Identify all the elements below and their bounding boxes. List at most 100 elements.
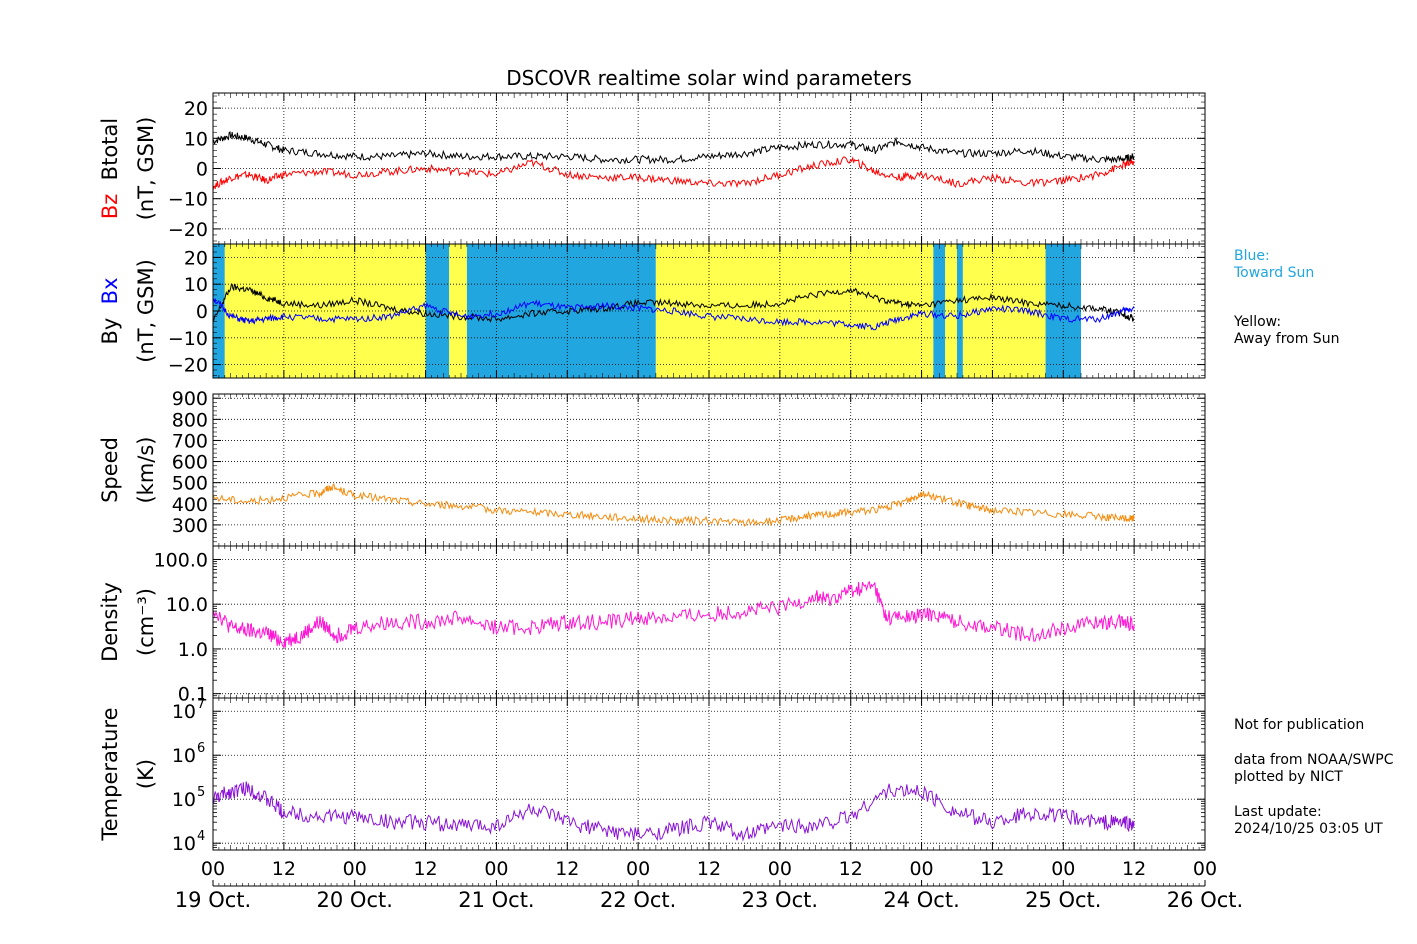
xtick-label: 00 (484, 858, 508, 880)
date-label: 19 Oct. (175, 888, 251, 912)
ylabel-part: Temperature (98, 707, 122, 841)
series-by (212, 283, 1135, 323)
ytick-label: 100.0 (154, 549, 208, 571)
ytick-label: 500 (172, 473, 208, 495)
note-source: data from NOAA/SWPC plotted by NICT (1234, 752, 1393, 786)
ytick-label: 10 (172, 789, 196, 811)
xtick-label: 00 (626, 858, 650, 880)
ytick-label: 800 (172, 409, 208, 431)
ytick-exponent: 5 (197, 785, 205, 800)
note-publication: Not for publication (1234, 717, 1365, 733)
ytick-exponent: 6 (197, 741, 205, 756)
panel-density: 100.0 10.0 1.0 0.1 Density (cm⁻³) (98, 545, 1206, 706)
ylabel-temperature: Temperature (98, 707, 122, 841)
ylabel-part: Density (98, 582, 122, 662)
ylabel-density: Density (98, 582, 122, 662)
ytick-label: −10 (168, 328, 208, 350)
sector-toward (957, 244, 963, 378)
date-label: 25 Oct. (1025, 888, 1101, 912)
xtick-label: 12 (1122, 858, 1146, 880)
ylabel-speed: Speed (98, 437, 122, 503)
xtick-label: 12 (697, 858, 721, 880)
ytick-label: 10 (172, 701, 196, 723)
date-label: 22 Oct. (600, 888, 676, 912)
ytick-label: 10.0 (166, 594, 208, 616)
ytick-exponent: 4 (197, 829, 205, 844)
xtick-label: 12 (980, 858, 1004, 880)
series-temperature (212, 781, 1135, 842)
ytick-label: 600 (172, 452, 208, 474)
ytick-label: 10 (184, 128, 208, 150)
panel-frame (212, 243, 1206, 379)
series-bz (212, 156, 1135, 191)
note-update: Last update: 2024/10/25 03:05 UT (1234, 804, 1383, 838)
legend-yellow-desc: Away from Sun (1234, 331, 1340, 347)
note-source-2: plotted by NICT (1234, 769, 1343, 785)
xtick-label: 00 (201, 858, 225, 880)
sector-away (449, 244, 467, 378)
ytick-label: 300 (172, 515, 208, 537)
ylabel-part: Speed (98, 437, 122, 503)
ytick-label: 10 (184, 274, 208, 296)
panel-frame (212, 697, 1206, 851)
ylabel-part: Btotal (98, 118, 122, 194)
ylabel-magnetic-field-total: Bz Btotal (98, 118, 122, 219)
ylabel-units-temperature: (K) (134, 759, 158, 789)
xtick-label: 00 (768, 858, 792, 880)
series-bx (212, 298, 1135, 331)
ytick-label: −10 (168, 189, 208, 211)
date-label: 24 Oct. (883, 888, 959, 912)
date-label: 23 Oct. (742, 888, 818, 912)
ytick-label: 0 (196, 301, 208, 323)
xtick-label: 00 (1193, 858, 1217, 880)
ylabel-part: By (98, 318, 122, 345)
ytick-label: 900 (172, 388, 208, 410)
ytick-label: −20 (168, 355, 208, 377)
xtick-label: 12 (272, 858, 296, 880)
legend-yellow-label: Yellow: (1234, 314, 1282, 330)
ytick-label: 700 (172, 430, 208, 452)
ylabel-part: Bz (98, 194, 122, 219)
ytick-exponent: 7 (197, 697, 205, 712)
legend-blue: Blue: Toward Sun (1234, 248, 1314, 282)
ylabel-part: Bx (98, 277, 122, 317)
legend-blue-desc: Toward Sun (1234, 265, 1315, 281)
ytick-label: 20 (184, 98, 208, 120)
panel-magnetic-field-total: 20 10 0 −10 −20 Bz Btotal (nT, GSM) (98, 92, 1206, 245)
xtick-label: 12 (413, 858, 437, 880)
legend-yellow: Yellow: Away from Sun (1234, 314, 1339, 348)
legend-blue-label: Blue: (1234, 248, 1270, 264)
ylabel-magnetic-field-components: By Bx (98, 277, 122, 344)
xtick-label: 00 (1051, 858, 1075, 880)
ytick-label: −20 (168, 219, 208, 241)
note-update-label: Last update: (1234, 804, 1322, 820)
ytick-label: 20 (184, 247, 208, 269)
ytick-label: 10 (172, 745, 196, 767)
ylabel-units-speed: (km/s) (134, 436, 158, 503)
series-btotal (212, 131, 1135, 165)
xtick-label: 00 (343, 858, 367, 880)
series-speed (212, 483, 1135, 527)
date-label: 26 Oct. (1167, 888, 1243, 912)
date-label: 20 Oct. (317, 888, 393, 912)
panel-magnetic-field-components: 20 10 0 −10 −20 By Bx (nT, GSM) (98, 243, 1206, 379)
ytick-label: 1.0 (178, 639, 208, 661)
xtick-label: 12 (839, 858, 863, 880)
date-label: 21 Oct. (458, 888, 534, 912)
ytick-label: 10 (172, 833, 196, 855)
xtick-label: 12 (555, 858, 579, 880)
ylabel-units-magnetic-field-components: (nT, GSM) (134, 259, 158, 363)
ytick-label: 0.1 (178, 684, 208, 706)
ytick-label: 400 (172, 494, 208, 516)
ytick-label: 0 (196, 159, 208, 181)
chart-title: DSCOVR realtime solar wind parameters (506, 66, 912, 90)
xtick-label: 00 (909, 858, 933, 880)
note-update-value: 2024/10/25 03:05 UT (1234, 821, 1383, 837)
note-source-1: data from NOAA/SWPC (1234, 752, 1394, 768)
series-density (212, 580, 1135, 649)
ylabel-units-magnetic-field-total: (nT, GSM) (134, 117, 158, 221)
ylabel-units-density: (cm⁻³) (134, 588, 158, 656)
